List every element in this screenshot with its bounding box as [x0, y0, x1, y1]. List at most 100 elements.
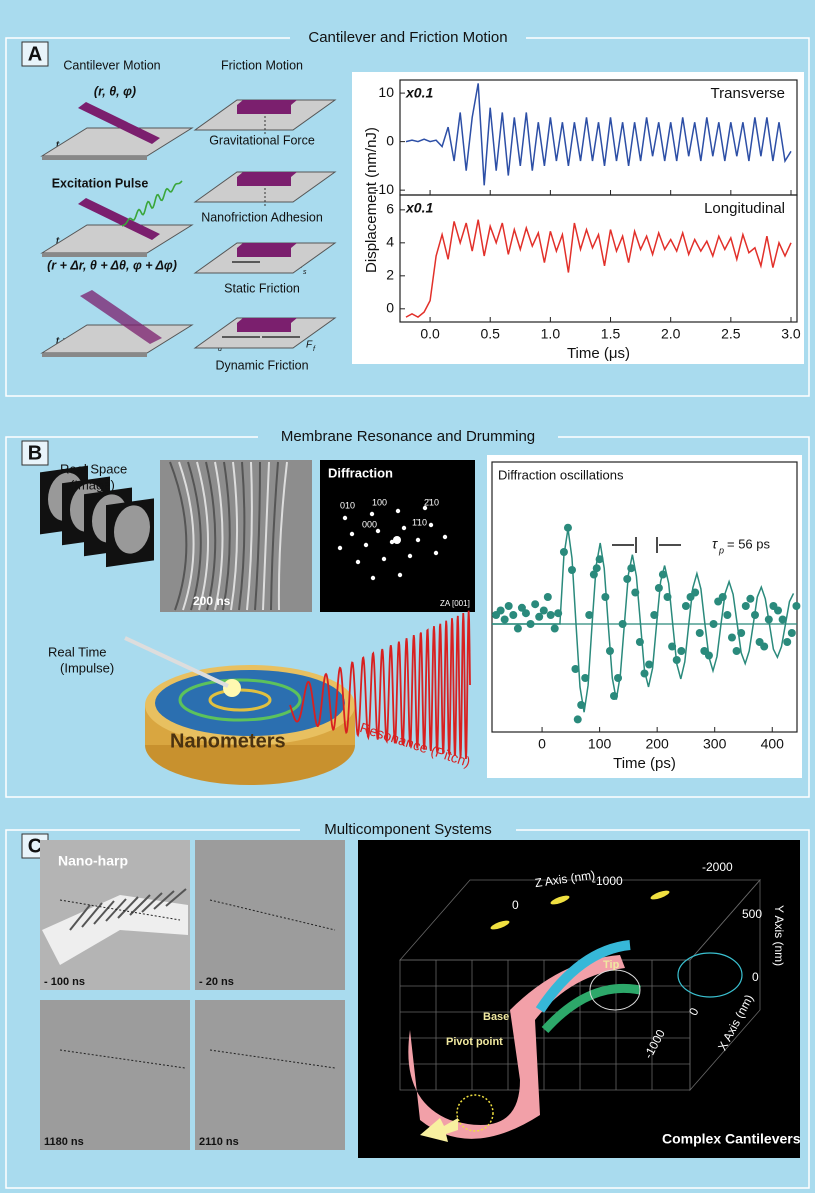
- series-label: Longitudinal: [704, 200, 785, 217]
- panel-title: Cantilever and Friction Motion: [308, 29, 507, 46]
- data-point: [742, 602, 750, 610]
- spot: [350, 532, 354, 536]
- zone-axis: ZA [001]: [440, 599, 470, 608]
- spot: [364, 543, 368, 547]
- panel-letter: A: [28, 43, 42, 65]
- spot: [356, 560, 360, 564]
- axis-tick: 500: [742, 907, 762, 921]
- x-tick-label: 2.5: [721, 326, 741, 342]
- spot: [443, 535, 447, 539]
- data-point: [760, 643, 768, 651]
- chart-title: Diffraction oscillations: [498, 467, 624, 482]
- x-axis-title: Time (μs): [567, 345, 630, 362]
- panel-title: Multicomponent Systems: [324, 821, 492, 838]
- spot: [376, 529, 380, 533]
- data-point: [509, 611, 517, 619]
- miller-index: 010: [340, 500, 355, 510]
- image: [40, 1000, 190, 1150]
- caption: (Impulse): [60, 660, 114, 675]
- miller-index: 2̄10: [424, 497, 439, 507]
- part-label: Pivot point: [446, 1036, 503, 1048]
- coords: (r + Δr, θ + Δθ, φ + Δφ): [47, 258, 177, 272]
- drum-label: Nanometers: [170, 730, 286, 752]
- figure: Cantilever and Friction Motion A Cantile…: [0, 0, 815, 1193]
- friction-label: Nanofriction Adhesion: [201, 210, 323, 224]
- friction-label: Dynamic Friction: [215, 358, 308, 372]
- x-tick-label: 0: [538, 736, 546, 752]
- data-point: [501, 616, 509, 624]
- x-tick-label: 300: [703, 736, 727, 752]
- image-label: Nano-harp: [58, 853, 128, 869]
- caption: Real Time: [48, 644, 107, 659]
- spot: [416, 538, 420, 542]
- axis-tick: -1000: [592, 874, 623, 888]
- image-title: Diffraction: [328, 465, 393, 480]
- friction-block: [237, 318, 297, 332]
- x-tick-label: 100: [588, 736, 612, 752]
- spot: [396, 509, 400, 513]
- part-label: Base: [483, 1011, 509, 1023]
- y-tick-label: 10: [378, 84, 394, 100]
- image: [195, 1000, 345, 1150]
- y-tick-label: 2: [386, 267, 394, 283]
- axis-title: Y Axis (nm): [772, 905, 786, 966]
- data-point: [696, 629, 704, 637]
- data-point: [733, 647, 741, 655]
- y-tick-label: 0: [386, 132, 394, 148]
- annotation: τ: [712, 536, 718, 552]
- annotation: = 56 ps: [727, 536, 771, 551]
- scale-note: x0.1: [405, 200, 433, 216]
- impulse: [223, 679, 241, 697]
- plot-caption: Complex Cantilevers: [662, 1131, 801, 1147]
- pulse-label: Excitation Pulse: [52, 176, 149, 190]
- x-tick-label: 2.0: [661, 326, 681, 342]
- miller-index: 000: [362, 519, 377, 529]
- y-tick-label: 6: [386, 201, 394, 217]
- friction-block: [237, 172, 297, 186]
- x-tick-label: 1.0: [541, 326, 561, 342]
- spot: [393, 536, 401, 544]
- series-label: Transverse: [711, 85, 785, 102]
- data-point: [497, 607, 505, 615]
- x-tick-label: 3.0: [781, 326, 801, 342]
- spot: [370, 512, 374, 516]
- slab-edge: [42, 353, 147, 357]
- slab-edge: [42, 253, 147, 257]
- spot: [338, 546, 342, 550]
- image: [195, 840, 345, 990]
- axis-tick: 0: [512, 898, 519, 912]
- caption: (Image): [70, 477, 115, 492]
- spot: [398, 573, 402, 577]
- y-tick-label: 0: [386, 300, 394, 316]
- data-point: [619, 620, 627, 628]
- force: F: [306, 340, 313, 351]
- data-point: [522, 609, 530, 617]
- data-point: [531, 600, 539, 608]
- image: [320, 460, 475, 612]
- spot: [429, 523, 433, 527]
- data-point: [514, 625, 522, 633]
- y-axis-title: Displacement (nm/nJ): [363, 127, 380, 273]
- caption: Real Space: [60, 461, 127, 476]
- x-tick-label: 1.5: [601, 326, 621, 342]
- part-label: Tip: [603, 959, 620, 971]
- friction-label: Gravitational Force: [209, 133, 315, 147]
- data-point: [723, 611, 731, 619]
- data-point: [677, 647, 685, 655]
- scale-note: x0.1: [405, 85, 433, 101]
- axis-tick: 0: [752, 970, 759, 984]
- y-tick-label: 4: [386, 234, 394, 250]
- spot: [371, 576, 375, 580]
- data-point: [710, 620, 718, 628]
- data-point: [774, 607, 782, 615]
- frame-time: 200 ns: [193, 594, 231, 608]
- data-point: [645, 661, 653, 669]
- heading: Friction Motion: [221, 58, 303, 72]
- data-point: [655, 584, 663, 592]
- data-point: [728, 634, 736, 642]
- friction-block: [237, 100, 297, 114]
- x-tick-label: 0.5: [480, 326, 500, 342]
- data-point: [551, 625, 559, 633]
- annotation-sub: p: [718, 545, 724, 555]
- frame-time: 1180 ns: [44, 1136, 84, 1148]
